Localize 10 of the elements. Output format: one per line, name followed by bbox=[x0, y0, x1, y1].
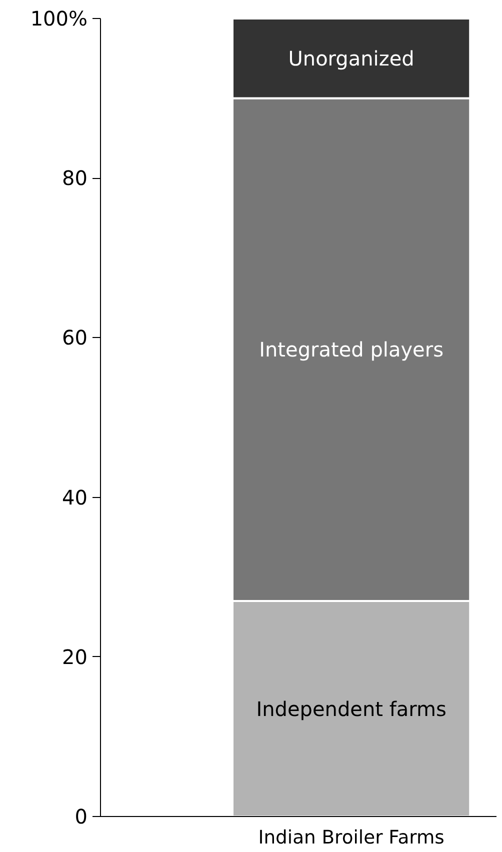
y-tick-label: 60 bbox=[62, 326, 88, 350]
series-label: Integrated players bbox=[259, 338, 444, 362]
y-tick-label: 100% bbox=[30, 6, 88, 30]
y-tick-label: 20 bbox=[62, 644, 88, 669]
y-tick-label: 40 bbox=[62, 485, 88, 510]
series-label: Independent farms bbox=[256, 696, 446, 721]
x-tick-label: Indian Broiler Farms bbox=[258, 828, 444, 848]
series-label: Unorganized bbox=[288, 46, 414, 70]
y-tick-label: 80 bbox=[62, 166, 88, 190]
y-tick-label: 0 bbox=[74, 804, 88, 828]
